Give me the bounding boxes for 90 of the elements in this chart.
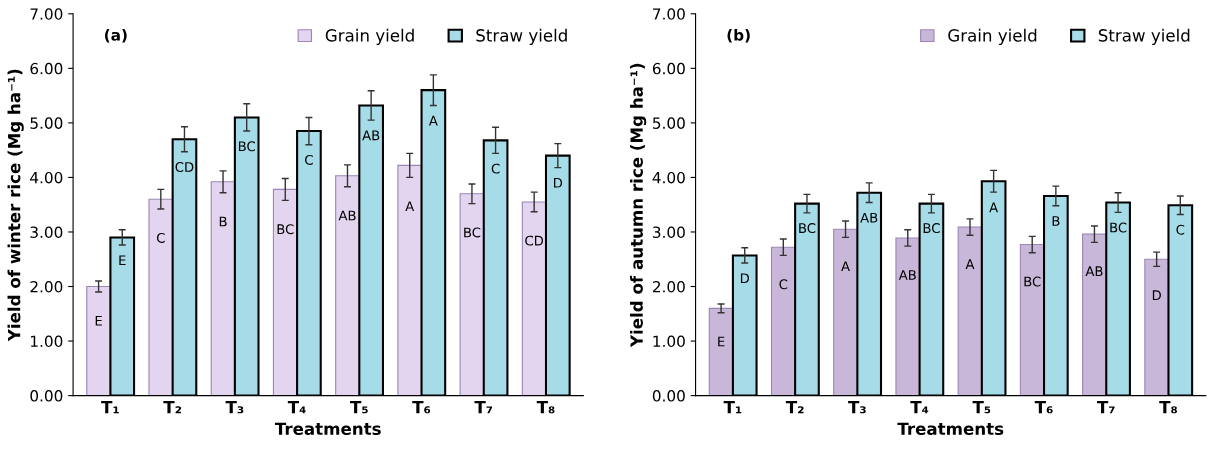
legend-label: Straw yield — [476, 28, 567, 45]
y-tick-label: 4.00 — [652, 171, 685, 184]
data-label: C — [156, 232, 165, 243]
y-tick-label: 2.00 — [652, 280, 685, 293]
y-tick-label: 3.00 — [653, 226, 685, 238]
x-tick-label: T₅ — [350, 400, 368, 414]
x-tick-label: T₆ — [412, 400, 431, 414]
legend-label: Grain yield — [325, 28, 414, 45]
data-label: BC — [1110, 222, 1127, 233]
text: (b) — [727, 28, 750, 43]
x-tick-label: T₄ — [287, 400, 306, 414]
bar — [1082, 233, 1107, 396]
data-label: BC — [1024, 276, 1041, 287]
bar — [272, 188, 298, 396]
data-label: BC — [238, 141, 255, 152]
x-axis-title: Treatments — [897, 422, 1004, 436]
y-tick-label: 6.00 — [30, 62, 63, 75]
y-tick-label: 5.00 — [653, 117, 685, 129]
bar — [1144, 258, 1170, 396]
bar — [335, 175, 360, 396]
data-label: D — [740, 273, 750, 284]
data-label: D — [1152, 290, 1161, 300]
y-tick-label: 0.00 — [652, 390, 685, 402]
data-label: C — [1176, 224, 1185, 235]
x-axis-title: Treatments — [274, 422, 381, 436]
x-tick-label: T₂ — [163, 400, 182, 414]
y-tick-label: 7.00 — [30, 8, 63, 20]
bar — [148, 198, 174, 396]
data-label: C — [779, 279, 788, 290]
text: (a) — [105, 28, 127, 43]
x-tick-label: T₇ — [474, 400, 493, 414]
x-tick-label: T₆ — [1034, 400, 1053, 414]
data-label: AB — [1085, 266, 1103, 276]
data-label: AB — [898, 270, 916, 280]
data-label: CD — [525, 235, 544, 246]
x-tick-label: T₃ — [848, 400, 866, 414]
y-tick-label: 4.00 — [30, 171, 63, 184]
data-label: AB — [860, 212, 878, 223]
data-label: E — [119, 255, 126, 266]
y-tick-label: 2.00 — [30, 280, 63, 293]
x-tick-label: T₂ — [785, 400, 804, 414]
data-label: A — [989, 202, 999, 213]
x-tick-label: T₃ — [225, 400, 244, 414]
y-axis-title: Yield of autumn rice (Mg ha⁻¹) — [630, 63, 647, 348]
data-label: A — [428, 115, 438, 126]
data-label: BC — [799, 223, 816, 234]
data-label: B — [219, 216, 227, 227]
data-label: E — [718, 336, 725, 347]
bar — [957, 226, 983, 396]
x-tick-label: T₁ — [101, 400, 119, 414]
bar — [833, 228, 858, 396]
data-label: B — [1052, 216, 1060, 226]
y-tick-label: 0.00 — [30, 390, 63, 402]
x-tick-label: T₄ — [910, 400, 929, 414]
x-tick-label: T₈ — [1159, 400, 1178, 414]
x-tick-label: T₈ — [536, 400, 555, 414]
data-label: AB — [338, 210, 356, 221]
data-label: BC — [464, 227, 481, 238]
bar — [210, 181, 236, 396]
y-tick-label: 5.00 — [30, 117, 63, 129]
legend-label: Grain yield — [948, 28, 1037, 45]
x-tick-label: T₅ — [972, 400, 991, 414]
y-axis-title: Yield of winter rice (Mg ha⁻¹) — [7, 69, 24, 342]
data-label: C — [491, 163, 500, 174]
data-label: BC — [277, 224, 294, 235]
bar — [770, 246, 796, 396]
bar — [397, 164, 423, 396]
bar — [708, 307, 734, 396]
data-label: E — [95, 315, 102, 326]
x-tick-label: T₁ — [723, 400, 742, 414]
bar — [459, 193, 485, 396]
data-label: BC — [923, 223, 940, 234]
y-tick-label: 7.00 — [653, 8, 685, 20]
legend-label: Straw yield — [1098, 28, 1190, 45]
data-label: D — [554, 177, 563, 188]
y-tick-label: 1.00 — [31, 335, 63, 348]
y-tick-label: 3.00 — [30, 226, 63, 238]
x-tick-label: T₇ — [1097, 400, 1115, 414]
bar — [86, 285, 111, 396]
data-label: AB — [362, 130, 380, 141]
data-label: CD — [175, 162, 194, 172]
data-label: C — [305, 154, 313, 165]
bar — [521, 201, 547, 396]
data-label: A — [405, 201, 415, 212]
bar — [895, 237, 921, 396]
data-label: A — [841, 261, 850, 272]
y-tick-label: 6.00 — [652, 62, 685, 75]
data-label: A — [965, 259, 975, 269]
bar — [1019, 243, 1045, 396]
y-tick-label: 1.00 — [653, 335, 685, 348]
